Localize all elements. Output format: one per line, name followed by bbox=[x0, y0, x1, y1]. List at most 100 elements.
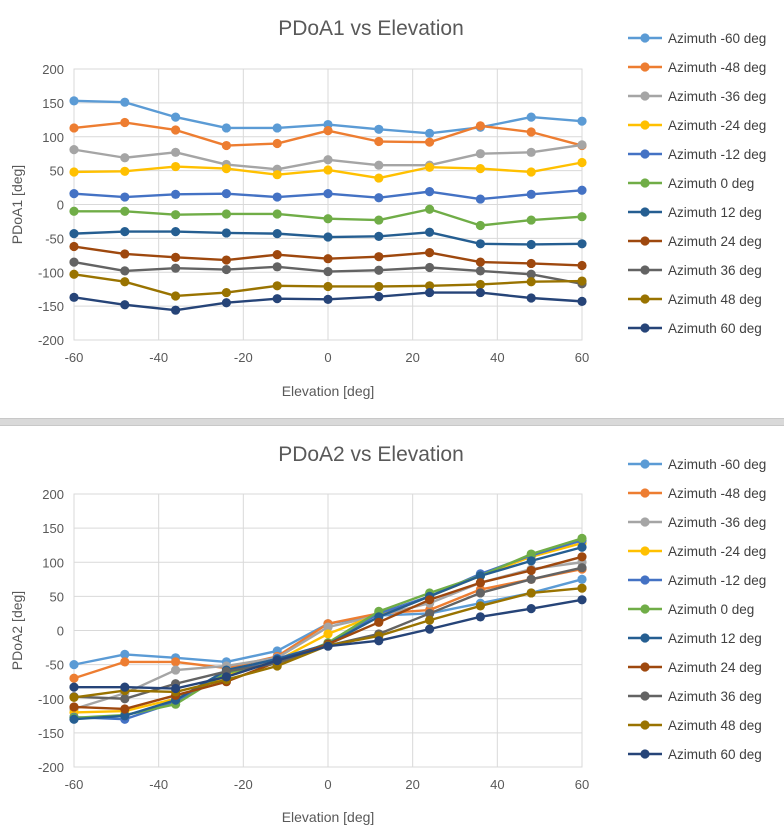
chart-2-data-point bbox=[526, 556, 536, 566]
chart-1-data-point bbox=[425, 281, 435, 291]
chart-1-series-azimuth-60-deg bbox=[69, 96, 587, 138]
chart-2-legend-marker bbox=[640, 662, 650, 672]
chart-1-legend-label: Azimuth -60 deg bbox=[668, 31, 766, 46]
chart-1-data-point bbox=[475, 287, 485, 298]
chart-1-data-point bbox=[171, 112, 181, 122]
chart-2-data-point bbox=[475, 571, 485, 581]
chart-1-legend-marker bbox=[640, 236, 650, 246]
chart-2-x-tick-label: 20 bbox=[405, 777, 419, 792]
chart-1-x-tick-label: 60 bbox=[575, 350, 589, 365]
chart-1-data-point bbox=[69, 189, 79, 199]
chart-1-legend-marker bbox=[640, 91, 650, 101]
chart-1-y-tick-label: -200 bbox=[38, 333, 64, 348]
chart-1-legend-marker bbox=[640, 62, 650, 72]
chart-2-legend-label: Azimuth -60 deg bbox=[668, 457, 766, 472]
chart-2-legend-marker bbox=[640, 517, 650, 527]
chart-2-data-point bbox=[425, 615, 435, 625]
chart-1-data-point bbox=[171, 189, 181, 199]
chart-1-data-point bbox=[425, 128, 435, 138]
chart-2-data-point bbox=[577, 595, 587, 605]
chart-1-title: PDoA1 vs Elevation bbox=[278, 17, 464, 40]
chart-2-y-tick-label: -50 bbox=[45, 658, 64, 673]
chart-2-data-point bbox=[120, 711, 130, 721]
chart-2-data-point bbox=[323, 629, 333, 639]
chart-2-data-point bbox=[323, 641, 333, 651]
chart-1-series-azimuth-0-deg bbox=[69, 204, 587, 231]
chart-1-data-point bbox=[120, 206, 130, 216]
chart-2-legend-marker bbox=[640, 546, 650, 556]
chart-1-y-tick-label: -100 bbox=[38, 265, 64, 280]
chart-1-data-point bbox=[526, 269, 536, 279]
chart-1-data-point bbox=[171, 161, 181, 172]
chart-1-x-tick-label: 40 bbox=[490, 350, 504, 365]
chart-1-legend-item-azimuth-48-deg: Azimuth 48 deg bbox=[628, 292, 762, 307]
chart-1-legend-label: Azimuth 12 deg bbox=[668, 205, 762, 220]
chart-1-legend-label: Azimuth 0 deg bbox=[668, 176, 754, 191]
chart-1-y-tick-label: -150 bbox=[38, 299, 64, 314]
chart-1-data-point bbox=[221, 163, 231, 174]
chart-2-x-axis-label: Elevation [deg] bbox=[282, 809, 375, 825]
chart-1-data-point bbox=[323, 126, 333, 136]
chart-1-data-point bbox=[171, 125, 181, 135]
chart-1-data-point bbox=[221, 287, 231, 298]
chart-1-legend-item-azimuth-0-deg: Azimuth 0 deg bbox=[628, 176, 754, 191]
chart-2-legend-marker bbox=[640, 488, 650, 498]
chart-2-legend-marker bbox=[640, 749, 650, 759]
chart-1-data-point bbox=[425, 248, 435, 258]
chart-2-data-point bbox=[577, 583, 587, 593]
chart-1-y-tick-label: 50 bbox=[50, 164, 64, 179]
chart-1-legend-marker bbox=[640, 323, 650, 333]
chart-2-legend-marker bbox=[640, 459, 650, 469]
chart-2-data-point bbox=[171, 657, 181, 667]
chart-1-data-point bbox=[577, 157, 587, 168]
chart-1-data-point bbox=[120, 266, 130, 276]
chart-1-data-point bbox=[69, 229, 79, 239]
chart-1-data-point bbox=[69, 269, 79, 279]
chart-2-legend-marker bbox=[640, 604, 650, 614]
chart-1-data-point bbox=[526, 258, 536, 269]
chart-1-legend-label: Azimuth 36 deg bbox=[668, 263, 762, 278]
chart-1-legend-label: Azimuth -24 deg bbox=[668, 118, 766, 133]
chart-2-data-point bbox=[577, 563, 587, 573]
chart-1-data-point bbox=[120, 117, 130, 128]
chart-1-data-point bbox=[221, 228, 231, 238]
chart-1-data-point bbox=[120, 192, 130, 202]
chart-1-legend-item-azimuth-36-deg: Azimuth 36 deg bbox=[628, 263, 762, 278]
chart-1-series-azimuth-24-deg bbox=[69, 157, 587, 183]
chart-1-y-tick-label: 0 bbox=[57, 198, 64, 213]
chart-2-legend-label: Azimuth 0 deg bbox=[668, 602, 754, 617]
chart-1-y-tick-label: 150 bbox=[42, 96, 64, 111]
chart-1-data-point bbox=[374, 124, 384, 134]
chart-2-y-tick-label: 50 bbox=[50, 589, 64, 604]
chart-2-legend-item-azimuth-12-deg: Azimuth -12 deg bbox=[628, 573, 766, 588]
chart-panel-pdoa2: PDoA2 vs Elevation -200 -150 -100 -50 0 50 100 1… bbox=[0, 426, 784, 836]
chart-2-data-point bbox=[120, 704, 130, 714]
chart-1-data-point bbox=[272, 123, 282, 133]
chart-1-data-point bbox=[272, 209, 282, 219]
chart-1-data-point bbox=[374, 173, 384, 183]
chart-1-legend-marker bbox=[640, 33, 650, 43]
chart-1-data-point bbox=[69, 292, 79, 302]
chart-1-data-point bbox=[374, 136, 384, 147]
chart-2-y-tick-label: 200 bbox=[42, 487, 64, 502]
chart-1-data-point bbox=[475, 194, 485, 204]
chart-1-data-point bbox=[221, 189, 231, 199]
chart-1-legend-label: Azimuth -48 deg bbox=[668, 60, 766, 75]
chart-1-data-point bbox=[526, 127, 536, 137]
chart-2-x-tick-label: -40 bbox=[149, 777, 168, 792]
chart-2-data-point bbox=[69, 660, 79, 670]
chart-1-data-point bbox=[272, 170, 282, 180]
chart-2-legend-item-azimuth-48-deg: Azimuth -48 deg bbox=[628, 486, 766, 501]
chart-1-data-point bbox=[526, 293, 536, 303]
chart-2-data-point bbox=[475, 601, 485, 611]
chart-1-data-point bbox=[171, 252, 181, 262]
chart-1-data-point bbox=[425, 204, 435, 214]
chart-1-data-point bbox=[475, 257, 485, 267]
chart-1-data-point bbox=[577, 212, 587, 222]
chart-1-data-point bbox=[425, 137, 435, 147]
chart-2-data-point bbox=[526, 549, 536, 559]
chart-1-data-point bbox=[475, 220, 485, 231]
chart-1-data-point bbox=[374, 252, 384, 262]
chart-2-data-point bbox=[577, 574, 587, 584]
chart-1-data-point bbox=[120, 166, 130, 176]
